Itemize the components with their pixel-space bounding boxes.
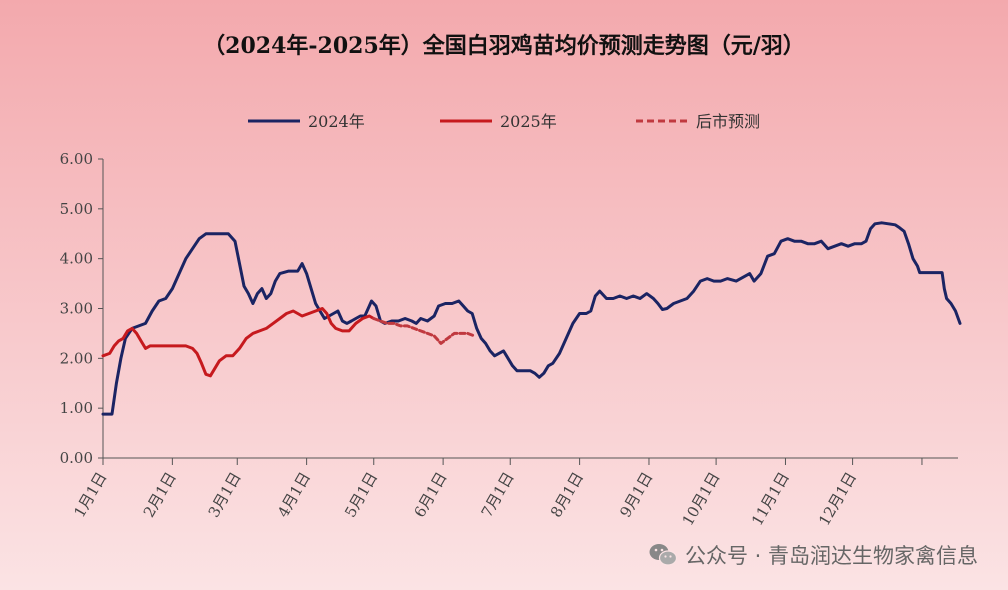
y-tick-label: 5.00 xyxy=(60,200,93,218)
legend-label: 2025年 xyxy=(500,112,557,131)
y-tick-label: 0.00 xyxy=(60,449,93,467)
legend-label: 后市预测 xyxy=(696,112,760,131)
y-tick-label: 2.00 xyxy=(60,349,93,367)
watermark-text: 公众号 · 青岛润达生物家禽信息 xyxy=(684,544,978,568)
legend-label: 2024年 xyxy=(308,112,365,131)
legend: 2024年 2025年 后市预测 xyxy=(248,112,760,131)
series-line-2 xyxy=(372,317,476,345)
y-tick-label: 3.00 xyxy=(60,300,93,318)
x-tick-label: 6月1日 xyxy=(410,469,450,521)
y-tick-label: 4.00 xyxy=(60,250,93,268)
x-tick-label: 1月1日 xyxy=(70,469,110,521)
x-tick-label: 8月1日 xyxy=(547,469,587,521)
series-layer xyxy=(101,221,962,416)
x-tick-label: 2月1日 xyxy=(140,469,180,521)
y-tick-label: 6.00 xyxy=(60,150,93,168)
series-line-0 xyxy=(101,221,962,416)
x-tick-label: 5月1日 xyxy=(341,469,381,521)
series-line-1 xyxy=(101,307,376,378)
wechat-icon xyxy=(649,544,677,566)
x-tick-label: 10月1日 xyxy=(679,469,724,529)
x-tick-label: 11月1日 xyxy=(748,469,793,529)
watermark: 公众号 · 青岛润达生物家禽信息 xyxy=(649,540,978,570)
x-tick-label: 4月1日 xyxy=(274,469,314,521)
x-tick-label: 3月1日 xyxy=(205,469,245,521)
legend-item-1: 2025年 xyxy=(440,112,557,131)
y-tick-label: 1.00 xyxy=(60,399,93,417)
x-tick-label: 7月1日 xyxy=(478,469,518,521)
legend-item-2: 后市预测 xyxy=(636,112,760,131)
chart-title: （2024年-2025年）全国白羽鸡苗均价预测走势图（元/羽） xyxy=(203,33,805,59)
x-tick-label: 9月1日 xyxy=(616,469,656,521)
x-tick-label: 12月1日 xyxy=(815,469,860,529)
axes: 0.00 1.00 2.00 3.00 4.00 5.00 6.00 1月1日 2月1日 3月1日… xyxy=(60,150,958,529)
legend-item-0: 2024年 xyxy=(248,112,365,131)
